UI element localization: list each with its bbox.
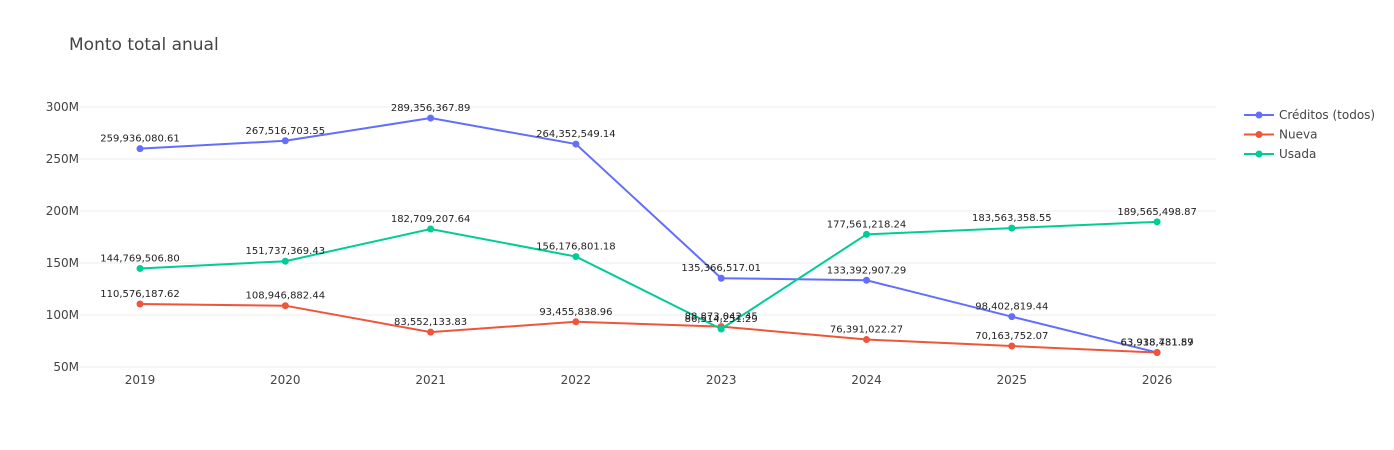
data-label: 135,366,517.01 [681,263,761,274]
y-tick-label: 150M [46,256,79,270]
data-labels: 259,936,080.61 267,516,703.55 289,356,367.… [100,103,1197,348]
data-point[interactable] [281,137,289,145]
data-label: 189,565,498.87 [1117,207,1197,218]
data-label: 63,938,731.57 [1121,338,1194,349]
data-label: 151,737,369.43 [246,246,326,257]
series-line [139,117,1158,354]
legend-swatch-marker [1255,111,1263,119]
x-tick-label: 2019 [125,373,156,387]
x-tick-label: 2025 [997,373,1028,387]
data-label: 133,392,907.29 [827,265,907,276]
data-point[interactable] [863,336,870,344]
data-label: 259,936,080.61 [100,134,180,145]
data-point[interactable] [572,140,580,148]
data-point[interactable] [863,276,870,284]
data-point[interactable] [136,264,144,272]
y-tick-label: 50M [53,360,79,374]
data-label: 177,561,218.24 [827,219,907,230]
data-point[interactable] [1153,218,1161,226]
data-label: 289,356,367.89 [391,103,471,114]
data-point[interactable] [427,114,435,122]
x-tick-label: 2021 [415,373,446,387]
legend-label: Créditos (todos) [1279,108,1375,122]
data-point[interactable] [136,300,144,308]
grid-lines [80,106,1216,368]
series-line [139,303,1158,354]
chart-title: Monto total anual [69,35,219,55]
legend-item[interactable]: Usada [1244,147,1316,161]
data-label: 267,516,703.55 [246,126,326,137]
x-tick-label: 2022 [561,373,592,387]
data-label: 108,946,882.44 [246,291,326,302]
data-point[interactable] [281,257,289,265]
data-label: 182,709,207.64 [391,214,471,225]
data-label: 88,873,042.45 [685,312,758,323]
data-label: 86,514,251.29 [685,314,758,325]
x-tick-label: 2024 [851,373,882,387]
series-group [136,114,1161,357]
data-label: 144,769,506.80 [100,253,180,264]
data-point[interactable] [863,230,870,238]
x-axis: 2019 2020 2021 2022 2023 2024 2025 2026 [125,373,1173,387]
legend-item[interactable]: Créditos (todos) [1244,108,1375,122]
data-label: 98,402,819.44 [975,302,1048,313]
y-axis: 50M 100M 150M 200M 250M 300M [46,100,79,374]
legend-swatch-marker [1255,150,1263,158]
legend-label: Nueva [1279,128,1317,142]
x-tick-label: 2020 [270,373,301,387]
data-label: 264,352,549.14 [536,129,616,140]
x-tick-label: 2026 [1142,373,1173,387]
legend[interactable]: Créditos (todos) Nueva Usada [1244,108,1375,161]
data-point[interactable] [1008,313,1016,321]
data-label: 183,563,358.55 [972,213,1052,224]
data-label: 93,455,838.96 [539,307,612,318]
data-label: 70,163,752.07 [975,331,1048,342]
data-label: 156,176,801.18 [536,242,616,253]
y-tick-label: 200M [46,204,79,218]
data-point[interactable] [572,318,580,326]
legend-item[interactable]: Nueva [1244,128,1317,142]
data-point[interactable] [136,145,144,153]
data-point[interactable] [1008,224,1016,232]
data-point[interactable] [427,328,435,336]
data-point[interactable] [1153,349,1161,357]
data-point[interactable] [717,325,725,333]
data-label: 63,918,481.89 [1121,338,1194,349]
data-point[interactable] [1008,342,1016,350]
data-label: 76,391,022.27 [830,325,903,336]
y-tick-label: 300M [46,100,79,114]
legend-swatch-marker [1255,131,1263,138]
y-tick-label: 100M [46,308,79,322]
legend-label: Usada [1279,147,1316,161]
data-label: 83,552,133.83 [394,317,467,328]
data-point[interactable] [572,253,580,261]
data-point[interactable] [427,225,435,233]
data-point[interactable] [281,302,289,310]
y-tick-label: 250M [46,152,79,166]
data-point[interactable] [717,274,725,282]
x-tick-label: 2023 [706,373,737,387]
data-label: 110,576,187.62 [100,289,180,300]
series-line [139,220,1158,331]
